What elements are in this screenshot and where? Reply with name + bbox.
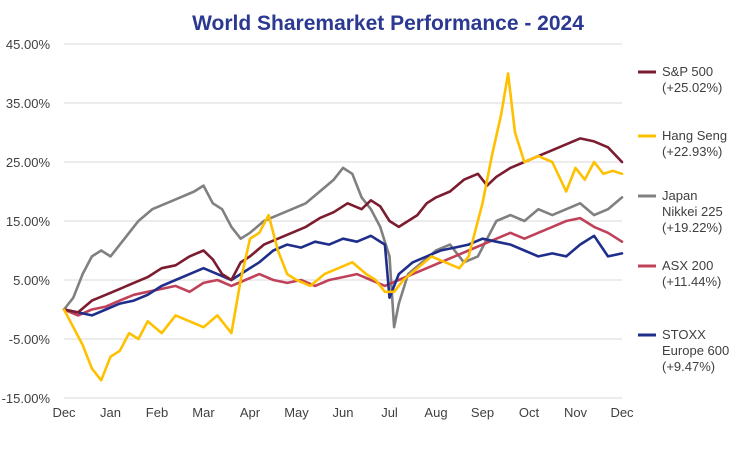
grid <box>64 43 622 399</box>
x-tick-label: Sep <box>471 405 494 420</box>
x-tick-label: Aug <box>424 405 447 420</box>
y-tick-label: -5.00% <box>9 332 51 347</box>
x-tick-label: May <box>284 405 309 420</box>
x-tick-label: Dec <box>52 405 76 420</box>
chart-title: World Sharemarket Performance - 2024 <box>192 12 584 35</box>
y-tick-label: 5.00% <box>13 273 50 288</box>
legend-label-stoxx-europe-600: (+9.47%) <box>662 359 715 374</box>
x-axis: Dec Jan Feb Mar Apr May Jun Jul Aug Sep Oct Nov Dec <box>52 405 634 420</box>
series-line-japan-nikkei-225 <box>62 166 624 329</box>
y-axis: -15.00% -5.00% 5.00% 15.00% 25.00% 35.00% 45.0… <box>2 37 51 406</box>
y-tick-label: -15.00% <box>2 391 51 406</box>
legend-label-stoxx-europe-600: Europe 600 <box>662 343 729 358</box>
x-tick-label: Jun <box>333 405 354 420</box>
x-tick-label: Jan <box>100 405 121 420</box>
y-tick-label: 25.00% <box>6 155 51 170</box>
series-line-s-p-500 <box>62 137 624 314</box>
x-tick-label: Feb <box>146 405 168 420</box>
legend-label-asx-200: ASX 200 <box>662 258 713 273</box>
series-line-hang-seng <box>62 72 624 382</box>
legend-label-japan-nikkei-225: Japan <box>662 188 697 203</box>
legend-label-hang-seng: (+22.93%) <box>662 144 722 159</box>
legend: S&P 500(+25.02%) Hang Seng(+22.93%) JapanN… <box>638 64 729 374</box>
y-tick-label: 45.00% <box>6 37 51 52</box>
series-line-stoxx-europe-600 <box>62 234 624 317</box>
legend-label-s-p-500: S&P 500 <box>662 64 713 79</box>
x-tick-label: Oct <box>519 405 540 420</box>
y-tick-label: 15.00% <box>6 214 51 229</box>
legend-label-stoxx-europe-600: STOXX <box>662 327 706 342</box>
legend-label-japan-nikkei-225: Nikkei 225 <box>662 204 723 219</box>
x-tick-label: Apr <box>240 405 261 420</box>
y-tick-label: 35.00% <box>6 96 51 111</box>
legend-label-asx-200: (+11.44%) <box>662 274 721 289</box>
legend-label-japan-nikkei-225: (+19.22%) <box>662 220 722 235</box>
x-tick-label: Mar <box>192 405 215 420</box>
x-tick-label: Jul <box>381 405 398 420</box>
legend-label-hang-seng: Hang Seng <box>662 128 727 143</box>
x-tick-label: Nov <box>564 405 588 420</box>
x-tick-label: Dec <box>610 405 634 420</box>
legend-label-s-p-500: (+25.02%) <box>662 80 722 95</box>
series-group <box>62 72 624 382</box>
